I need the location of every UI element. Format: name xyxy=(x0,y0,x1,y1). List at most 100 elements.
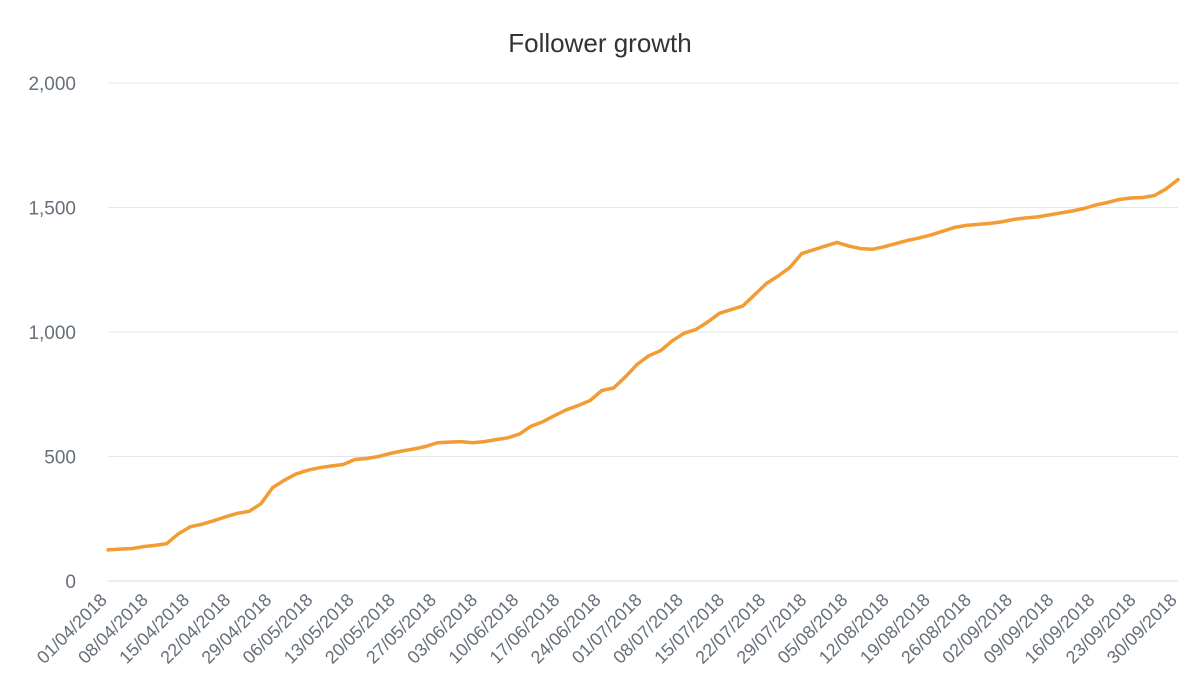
data-point xyxy=(1023,216,1027,220)
data-point xyxy=(694,327,698,332)
data-point xyxy=(247,509,251,513)
data-point xyxy=(800,252,804,256)
data-point xyxy=(470,441,475,445)
series-layer xyxy=(106,177,1180,552)
data-point xyxy=(412,447,416,451)
data-point xyxy=(600,388,604,393)
data-point xyxy=(482,440,486,444)
data-point xyxy=(635,362,639,366)
grid-lines xyxy=(108,82,1178,582)
data-point xyxy=(929,233,933,237)
data-point xyxy=(106,548,110,552)
data-point xyxy=(365,456,369,461)
data-point xyxy=(1141,195,1145,200)
data-point xyxy=(388,451,392,456)
data-point xyxy=(753,293,757,297)
data-point xyxy=(682,331,686,335)
x-axis: 01/04/201808/04/201815/04/201822/04/2018… xyxy=(33,590,1181,668)
data-point xyxy=(1152,193,1157,198)
data-point xyxy=(294,472,298,476)
data-point xyxy=(1011,217,1016,222)
data-point xyxy=(576,403,580,408)
data-point xyxy=(741,304,745,308)
data-point xyxy=(670,339,675,343)
data-point xyxy=(811,248,816,252)
data-point xyxy=(141,545,145,549)
data-point xyxy=(318,466,322,470)
data-point xyxy=(353,457,357,462)
data-point xyxy=(1082,206,1086,211)
data-point xyxy=(423,444,428,449)
chart-title: Follower growth xyxy=(508,28,692,58)
data-point xyxy=(212,519,216,523)
data-point xyxy=(153,543,157,548)
y-tick-label: 1,000 xyxy=(28,323,76,344)
data-point xyxy=(200,522,204,526)
data-point xyxy=(941,229,945,233)
data-point xyxy=(541,420,545,424)
data-point xyxy=(788,265,792,269)
data-point xyxy=(176,532,181,536)
data-point xyxy=(1070,209,1074,213)
data-point xyxy=(235,511,239,515)
data-point xyxy=(271,486,275,490)
data-point xyxy=(706,320,710,324)
data-point xyxy=(459,440,463,444)
data-point xyxy=(1094,203,1098,207)
data-point xyxy=(259,502,263,506)
y-tick-label: 1,500 xyxy=(28,199,76,220)
data-point xyxy=(118,547,122,551)
data-point xyxy=(165,542,169,546)
data-point xyxy=(776,274,780,278)
data-point xyxy=(870,247,874,251)
data-point xyxy=(988,221,992,225)
data-point xyxy=(517,432,522,436)
data-point xyxy=(659,349,663,353)
data-point xyxy=(858,247,863,251)
y-tick-label: 0 xyxy=(65,572,76,593)
y-tick-label: 2,000 xyxy=(28,74,76,95)
data-point xyxy=(717,311,722,315)
data-point xyxy=(1058,211,1062,215)
data-point xyxy=(1000,220,1004,224)
data-point xyxy=(976,222,980,226)
data-point xyxy=(953,225,957,229)
data-point xyxy=(894,242,898,246)
data-point xyxy=(917,236,921,240)
data-point xyxy=(847,244,851,248)
data-point xyxy=(329,464,333,468)
data-point xyxy=(435,441,439,445)
data-point xyxy=(376,454,380,459)
y-tick-label: 500 xyxy=(44,448,76,469)
data-point xyxy=(224,515,228,519)
data-point xyxy=(1047,213,1051,217)
data-point xyxy=(565,408,569,412)
data-point xyxy=(623,375,628,379)
data-point xyxy=(764,281,769,285)
data-point xyxy=(529,424,533,428)
data-point xyxy=(1117,197,1121,202)
data-point xyxy=(506,436,510,440)
series-line xyxy=(106,177,1180,552)
data-point xyxy=(188,525,192,529)
data-point xyxy=(588,398,592,403)
data-point xyxy=(129,547,134,551)
data-point xyxy=(647,354,651,358)
data-point xyxy=(400,449,404,453)
data-point xyxy=(882,245,886,249)
y-axis: 0 500 1,000 1,500 2,000 xyxy=(28,74,76,593)
data-point xyxy=(964,223,969,227)
data-point xyxy=(1105,200,1110,205)
data-point xyxy=(823,244,827,248)
data-point xyxy=(1176,178,1180,182)
data-point xyxy=(612,386,616,390)
data-point xyxy=(447,440,451,444)
data-point xyxy=(341,462,345,467)
data-point xyxy=(1164,187,1168,191)
data-point xyxy=(906,238,910,242)
data-point xyxy=(306,468,310,472)
data-point xyxy=(835,240,839,244)
data-point xyxy=(1129,196,1133,200)
data-point xyxy=(282,478,286,482)
